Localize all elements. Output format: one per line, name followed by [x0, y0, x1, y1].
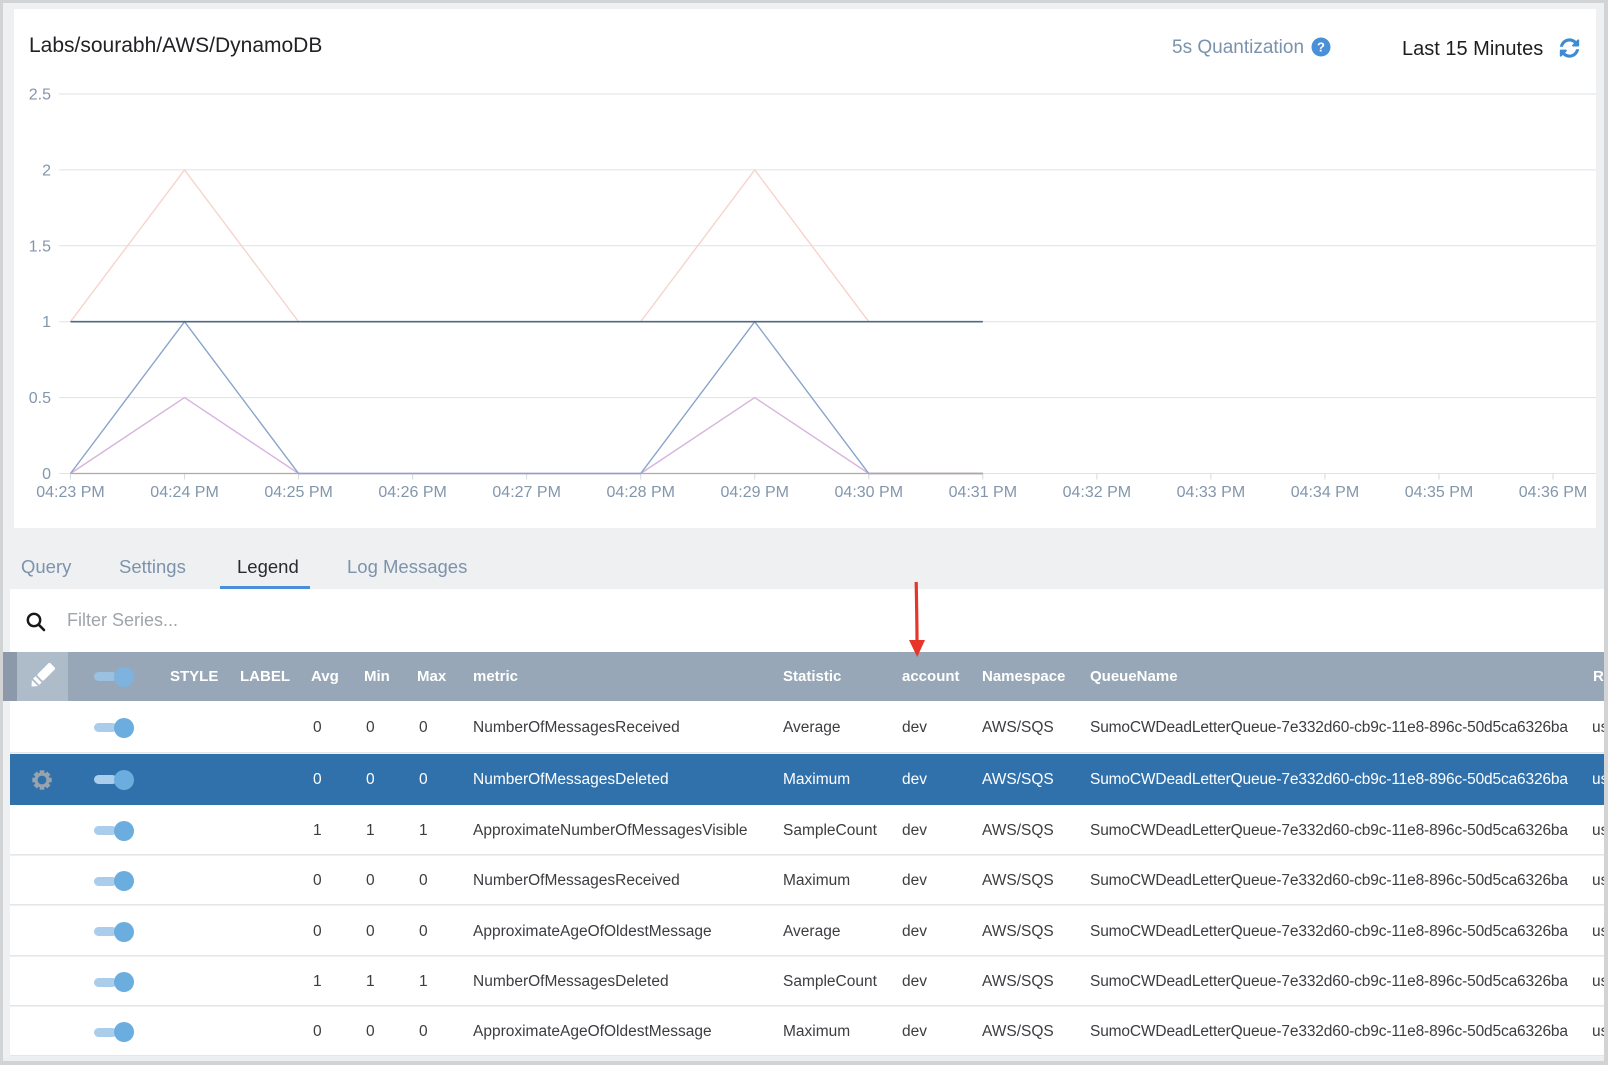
- svg-text:04:27 PM: 04:27 PM: [492, 484, 560, 501]
- svg-text:2: 2: [42, 162, 51, 179]
- svg-text:2.5: 2.5: [29, 87, 51, 104]
- svg-text:04:32 PM: 04:32 PM: [1063, 484, 1131, 501]
- svg-text:04:35 PM: 04:35 PM: [1405, 484, 1473, 501]
- svg-text:0: 0: [42, 466, 51, 483]
- svg-text:1.5: 1.5: [29, 238, 51, 255]
- svg-text:04:30 PM: 04:30 PM: [835, 484, 903, 501]
- svg-text:?: ?: [1317, 40, 1325, 55]
- svg-text:0.5: 0.5: [29, 390, 51, 407]
- svg-text:04:36 PM: 04:36 PM: [1519, 484, 1587, 501]
- svg-text:04:31 PM: 04:31 PM: [949, 484, 1017, 501]
- svg-text:04:25 PM: 04:25 PM: [264, 484, 332, 501]
- svg-text:04:34 PM: 04:34 PM: [1291, 484, 1359, 501]
- svg-text:1: 1: [42, 314, 51, 331]
- svg-text:04:33 PM: 04:33 PM: [1177, 484, 1245, 501]
- svg-text:04:26 PM: 04:26 PM: [378, 484, 446, 501]
- svg-text:04:23 PM: 04:23 PM: [36, 484, 104, 501]
- svg-text:04:28 PM: 04:28 PM: [606, 484, 674, 501]
- svg-text:04:24 PM: 04:24 PM: [150, 484, 218, 501]
- svg-text:04:29 PM: 04:29 PM: [720, 484, 788, 501]
